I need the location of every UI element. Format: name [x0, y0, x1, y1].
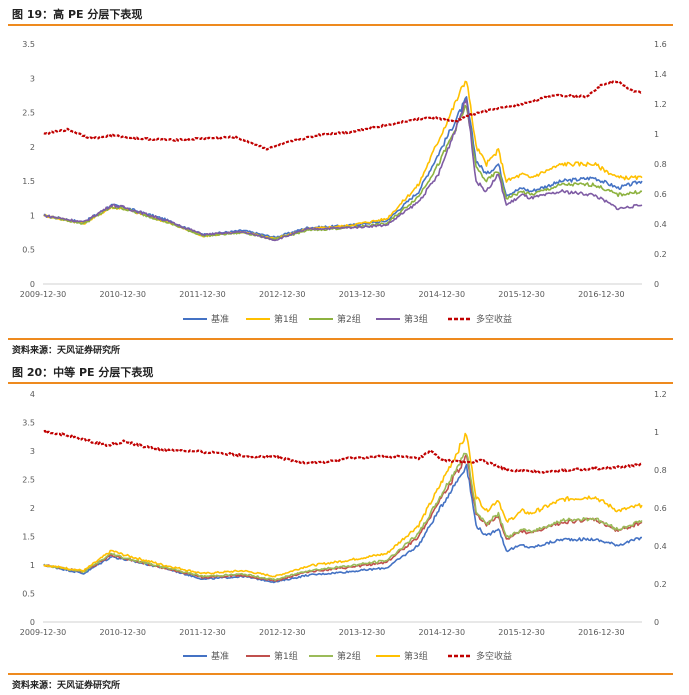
series-line-4 [43, 429, 643, 474]
x-tick-label: 2013-12-30 [339, 290, 386, 299]
left-y-tick-label: 3.5 [22, 40, 35, 49]
left-y-tick-label: 3 [30, 447, 35, 456]
legend-label: 多空收益 [476, 650, 512, 662]
right-y-tick-label: 1.6 [654, 40, 667, 49]
figure-19-top-rule [8, 24, 673, 26]
series-line-2 [43, 452, 643, 582]
right-y-tick-label: 0.8 [654, 160, 667, 169]
left-y-tick-label: 2 [30, 143, 35, 152]
series-line-3 [43, 98, 643, 242]
right-y-tick-label: 1 [654, 130, 659, 139]
x-tick-label: 2010-12-30 [100, 290, 147, 299]
legend-label: 第1组 [274, 313, 298, 325]
right-y-tick-label: 0 [654, 618, 659, 627]
x-tick-label: 2009-12-30 [20, 628, 67, 637]
x-tick-label: 2013-12-30 [339, 628, 386, 637]
left-y-tick-label: 2.5 [22, 476, 35, 485]
figure-20-source: 资料来源：天风证券研究所 [12, 681, 121, 691]
right-y-tick-label: 0.2 [654, 250, 667, 259]
left-y-tick-label: 0 [30, 618, 35, 627]
x-tick-label: 2014-12-30 [419, 628, 466, 637]
right-y-tick-label: 0.6 [654, 190, 667, 199]
x-tick-label: 2011-12-30 [179, 628, 226, 637]
figure-20-line-chart: 0 0.5 1 1.5 2 2.5 3 3.5 4 0 0.2 0.4 0.6 0.8 1 1.2 2009-1… [20, 390, 667, 662]
left-y-tick-label: 0.5 [22, 246, 35, 255]
x-tick-label: 2016-12-30 [578, 628, 625, 637]
left-y-tick-label: 1 [30, 561, 35, 570]
series-line-3 [43, 432, 643, 578]
x-tick-label: 2016-12-30 [578, 290, 625, 299]
figure-20-title: 图 20：中等 PE 分层下表现 [12, 366, 154, 379]
left-y-tick-label: 0.5 [22, 590, 35, 599]
figure-19-title: 图 19：高 PE 分层下表现 [12, 8, 143, 21]
right-y-tick-label: 1.2 [654, 390, 667, 399]
legend-label: 基准 [211, 650, 229, 662]
x-tick-label: 2015-12-30 [498, 628, 545, 637]
series-line-2 [43, 104, 643, 241]
x-tick-label: 2010-12-30 [100, 628, 147, 637]
x-tick-label: 2009-12-30 [20, 290, 67, 299]
x-tick-label: 2012-12-30 [259, 628, 306, 637]
figure-20-bottom-rule [8, 673, 673, 675]
right-y-tick-label: 1 [654, 428, 659, 437]
legend-label: 第1组 [274, 650, 298, 662]
left-y-tick-label: 3 [30, 74, 35, 83]
right-y-tick-label: 1.4 [654, 70, 667, 79]
left-y-tick-label: 2 [30, 504, 35, 513]
left-y-tick-label: 0 [30, 280, 35, 289]
right-y-tick-label: 0.2 [654, 580, 667, 589]
right-y-tick-label: 0.4 [654, 542, 667, 551]
series-line-1 [43, 80, 643, 240]
legend-label: 第2组 [337, 313, 361, 325]
left-y-tick-label: 1.5 [22, 533, 35, 542]
right-y-tick-label: 0.4 [654, 220, 667, 229]
x-tick-label: 2014-12-30 [419, 290, 466, 299]
right-y-tick-label: 1.2 [654, 100, 667, 109]
figure-19-source: 资料来源：天风证券研究所 [12, 346, 121, 356]
legend-label: 第2组 [337, 650, 361, 662]
x-tick-label: 2011-12-30 [179, 290, 226, 299]
series-line-0 [43, 463, 643, 584]
right-y-tick-label: 0.6 [654, 504, 667, 513]
x-tick-label: 2015-12-30 [498, 290, 545, 299]
x-tick-label: 2012-12-30 [259, 290, 306, 299]
legend-label: 第3组 [404, 650, 428, 662]
right-y-tick-label: 0.8 [654, 466, 667, 475]
figure-19-line-chart: 0 0.5 1 1.5 2 2.5 3 3.5 0 0.2 0.4 0.6 0.8 1 1.2 1.4 1.6 2… [20, 40, 667, 325]
legend-label: 第3组 [404, 313, 428, 325]
legend-label: 多空收益 [476, 313, 512, 325]
series-line-1 [43, 454, 643, 582]
left-y-tick-label: 4 [30, 390, 35, 399]
left-y-tick-label: 3.5 [22, 419, 35, 428]
legend-label: 基准 [211, 313, 229, 325]
left-y-tick-label: 1 [30, 211, 35, 220]
series-line-4 [43, 80, 643, 151]
left-y-tick-label: 2.5 [22, 109, 35, 118]
left-y-tick-label: 1.5 [22, 177, 35, 186]
right-y-tick-label: 0 [654, 280, 659, 289]
figure-19-bottom-rule [8, 338, 673, 340]
figure-20-top-rule [8, 382, 673, 384]
